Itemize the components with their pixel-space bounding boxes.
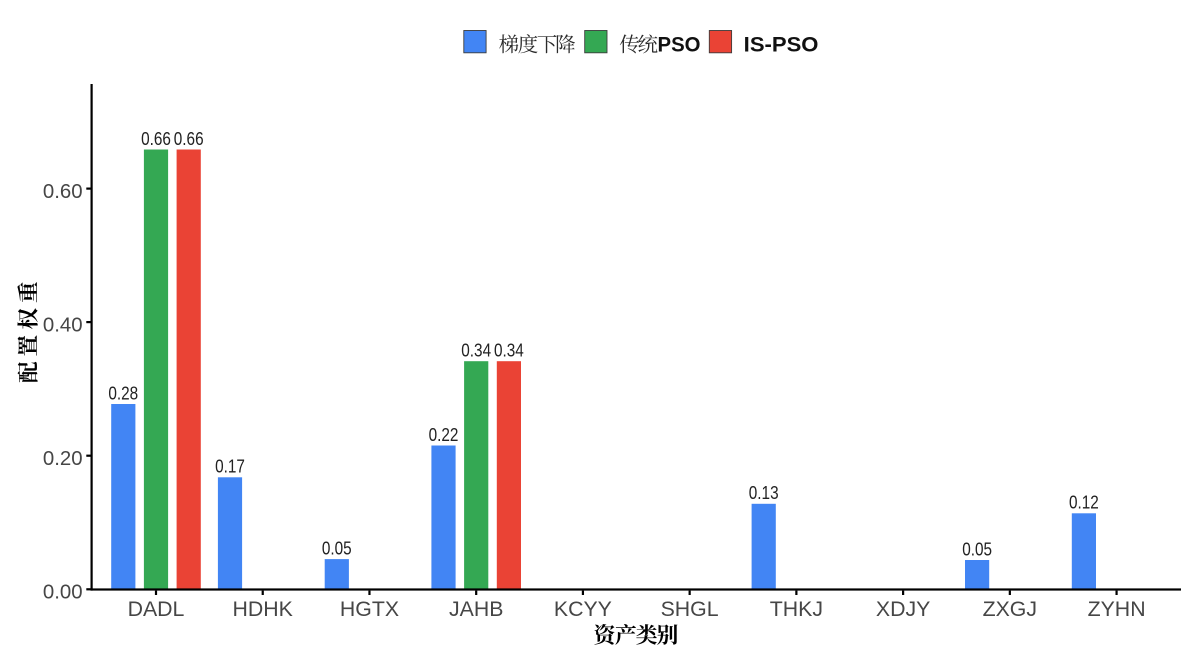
svg-text:0.05: 0.05: [322, 539, 352, 559]
svg-text:PSO: PSO: [658, 32, 701, 56]
svg-text:0.20: 0.20: [43, 448, 83, 470]
svg-text:IS-PSO: IS-PSO: [744, 32, 819, 56]
svg-text:JAHB: JAHB: [449, 597, 503, 621]
svg-text:0.66: 0.66: [174, 129, 204, 149]
svg-text:ZYHN: ZYHN: [1088, 597, 1146, 621]
svg-text:0.66: 0.66: [141, 129, 171, 149]
svg-text:SHGL: SHGL: [661, 597, 719, 621]
svg-text:HGTX: HGTX: [340, 597, 399, 621]
svg-text:ZXGJ: ZXGJ: [983, 597, 1037, 621]
svg-text:0.34: 0.34: [494, 341, 524, 361]
svg-text:0.17: 0.17: [215, 457, 245, 477]
svg-text:0.40: 0.40: [43, 314, 83, 336]
svg-text:0.12: 0.12: [1069, 493, 1099, 513]
svg-text:HDHK: HDHK: [233, 597, 293, 621]
svg-text:0.13: 0.13: [749, 483, 779, 503]
svg-text:0.05: 0.05: [962, 539, 992, 559]
svg-text:0.22: 0.22: [429, 425, 459, 445]
svg-text:0.60: 0.60: [43, 181, 83, 203]
svg-text:0.34: 0.34: [461, 341, 491, 361]
svg-text:THKJ: THKJ: [770, 597, 823, 621]
svg-text:0.28: 0.28: [108, 383, 138, 403]
svg-text:0.00: 0.00: [43, 582, 83, 604]
svg-text:XDJY: XDJY: [876, 597, 930, 621]
svg-text:KCYY: KCYY: [554, 597, 612, 621]
svg-text:DADL: DADL: [128, 597, 185, 621]
